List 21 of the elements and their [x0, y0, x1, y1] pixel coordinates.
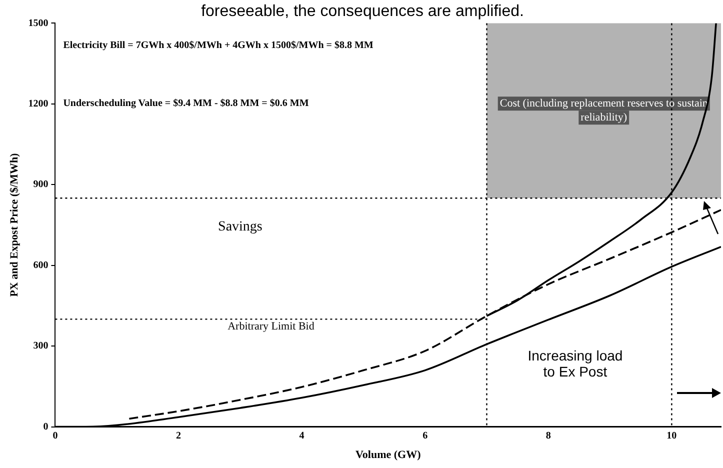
x-tick-label: 4: [299, 430, 304, 442]
y-tick-label: 1500: [28, 18, 48, 29]
x-axis-title: Volume (GW): [355, 449, 422, 462]
annotation: Electricity Bill = 7GWh x 400$/MWh + 4GWh x 1500$/MWh = $8.8 MM: [63, 40, 374, 51]
y-tick-label: 0: [43, 421, 48, 432]
y-tick-label: 1200: [28, 98, 48, 110]
y-tick-label: 300: [33, 340, 48, 352]
x-tick-label: 6: [422, 430, 428, 442]
x-tick-label: 8: [546, 430, 551, 442]
x-tick-label: 10: [666, 430, 677, 442]
annotation: Increasing load to Ex Post: [528, 348, 623, 380]
chart-title: foreseeable, the consequences are amplified.: [201, 3, 524, 20]
y-axis-title: PX and Expost Price ($/MWh): [8, 152, 20, 297]
x-tick-label: 2: [176, 430, 181, 442]
y-tick-label: 600: [33, 260, 48, 271]
ref-line-label: Arbitrary Limit Bid: [228, 320, 315, 333]
annotation: Underscheduling Value = $9.4 MM - $8.8 MM = $0.6 MM: [63, 98, 310, 109]
y-tick-label: 900: [33, 179, 48, 190]
annotation: Savings: [218, 219, 262, 234]
x-tick-label: 0: [52, 430, 58, 442]
band-label: Cost (including replacement reserves to sustain reliability): [500, 98, 708, 124]
